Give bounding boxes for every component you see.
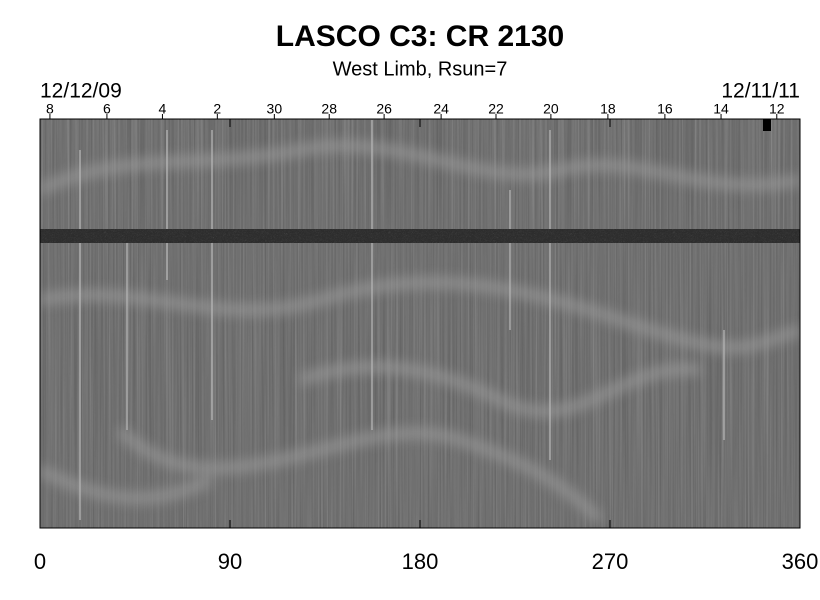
date-tick-label: 16 — [657, 101, 673, 117]
date-tick-label: 20 — [543, 101, 559, 117]
x-tick-label: 360 — [782, 549, 819, 574]
synoptic-map — [40, 119, 800, 528]
date-tick-label: 14 — [713, 101, 729, 117]
date-tick-label: 28 — [321, 101, 337, 117]
date-tick-label: 26 — [376, 101, 392, 117]
x-tick-label: 270 — [592, 549, 629, 574]
date-tick-label: 2 — [213, 101, 221, 117]
chart-subtitle: West Limb, Rsun=7 — [333, 58, 508, 80]
date-tick-label: 4 — [159, 101, 167, 117]
date-tick-label: 22 — [488, 101, 504, 117]
chart-title: LASCO C3: CR 2130 — [276, 20, 564, 53]
date-tick-label: 6 — [103, 101, 111, 117]
x-tick-label: 0 — [34, 549, 46, 574]
x-tick-label: 90 — [218, 549, 242, 574]
date-tick-label: 8 — [46, 101, 54, 117]
x-tick-label: 180 — [402, 549, 439, 574]
date-tick-label: 30 — [267, 101, 283, 117]
date-tick-label: 12 — [769, 101, 785, 117]
date-tick-label: 18 — [600, 101, 616, 117]
date-tick-label: 24 — [433, 101, 449, 117]
start-date: 12/12/09 — [40, 80, 122, 103]
end-date: 12/11/11 — [721, 80, 800, 103]
